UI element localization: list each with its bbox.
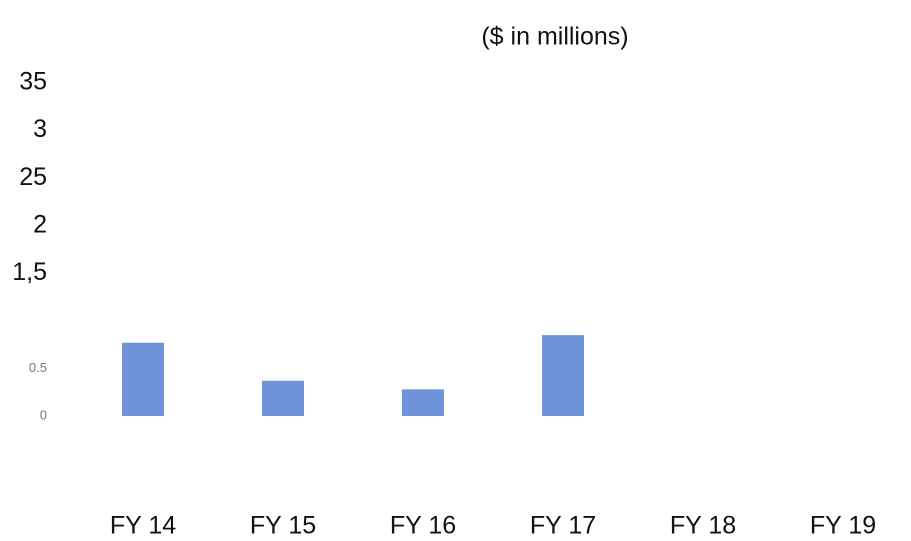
chart-title: ($ in millions) <box>481 23 628 51</box>
x-tick-label: FY 17 <box>530 512 596 540</box>
bar <box>402 389 444 416</box>
y-tick-label: 3 <box>33 115 47 143</box>
bar <box>262 380 304 416</box>
x-tick-label: FY 15 <box>250 512 316 540</box>
y-tick-label: 2 <box>33 210 47 238</box>
bar <box>542 335 584 416</box>
bar <box>122 342 164 416</box>
x-tick-label: FY 19 <box>810 512 876 540</box>
y-tick-label: 0 <box>40 407 47 422</box>
x-tick-label: FY 16 <box>390 512 456 540</box>
y-tick-label: 25 <box>19 163 47 191</box>
x-tick-label: FY 18 <box>670 512 736 540</box>
y-tick-label: 35 <box>19 68 47 96</box>
y-tick-label: 0.5 <box>29 360 47 375</box>
y-tick-label: 1,5 <box>12 258 47 286</box>
x-tick-label: FY 14 <box>110 512 176 540</box>
